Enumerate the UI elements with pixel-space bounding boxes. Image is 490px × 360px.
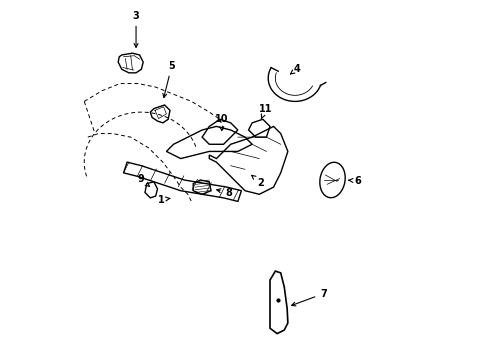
Text: 4: 4 (291, 64, 300, 74)
Text: 10: 10 (215, 113, 228, 131)
Text: 8: 8 (217, 188, 232, 198)
Text: 6: 6 (348, 176, 361, 186)
Text: 2: 2 (252, 175, 265, 188)
Text: 1: 1 (158, 195, 170, 204)
Text: 7: 7 (292, 289, 327, 306)
Text: 3: 3 (133, 11, 140, 48)
Text: 5: 5 (163, 61, 175, 98)
Text: 11: 11 (259, 104, 272, 119)
Text: 9: 9 (137, 174, 149, 186)
